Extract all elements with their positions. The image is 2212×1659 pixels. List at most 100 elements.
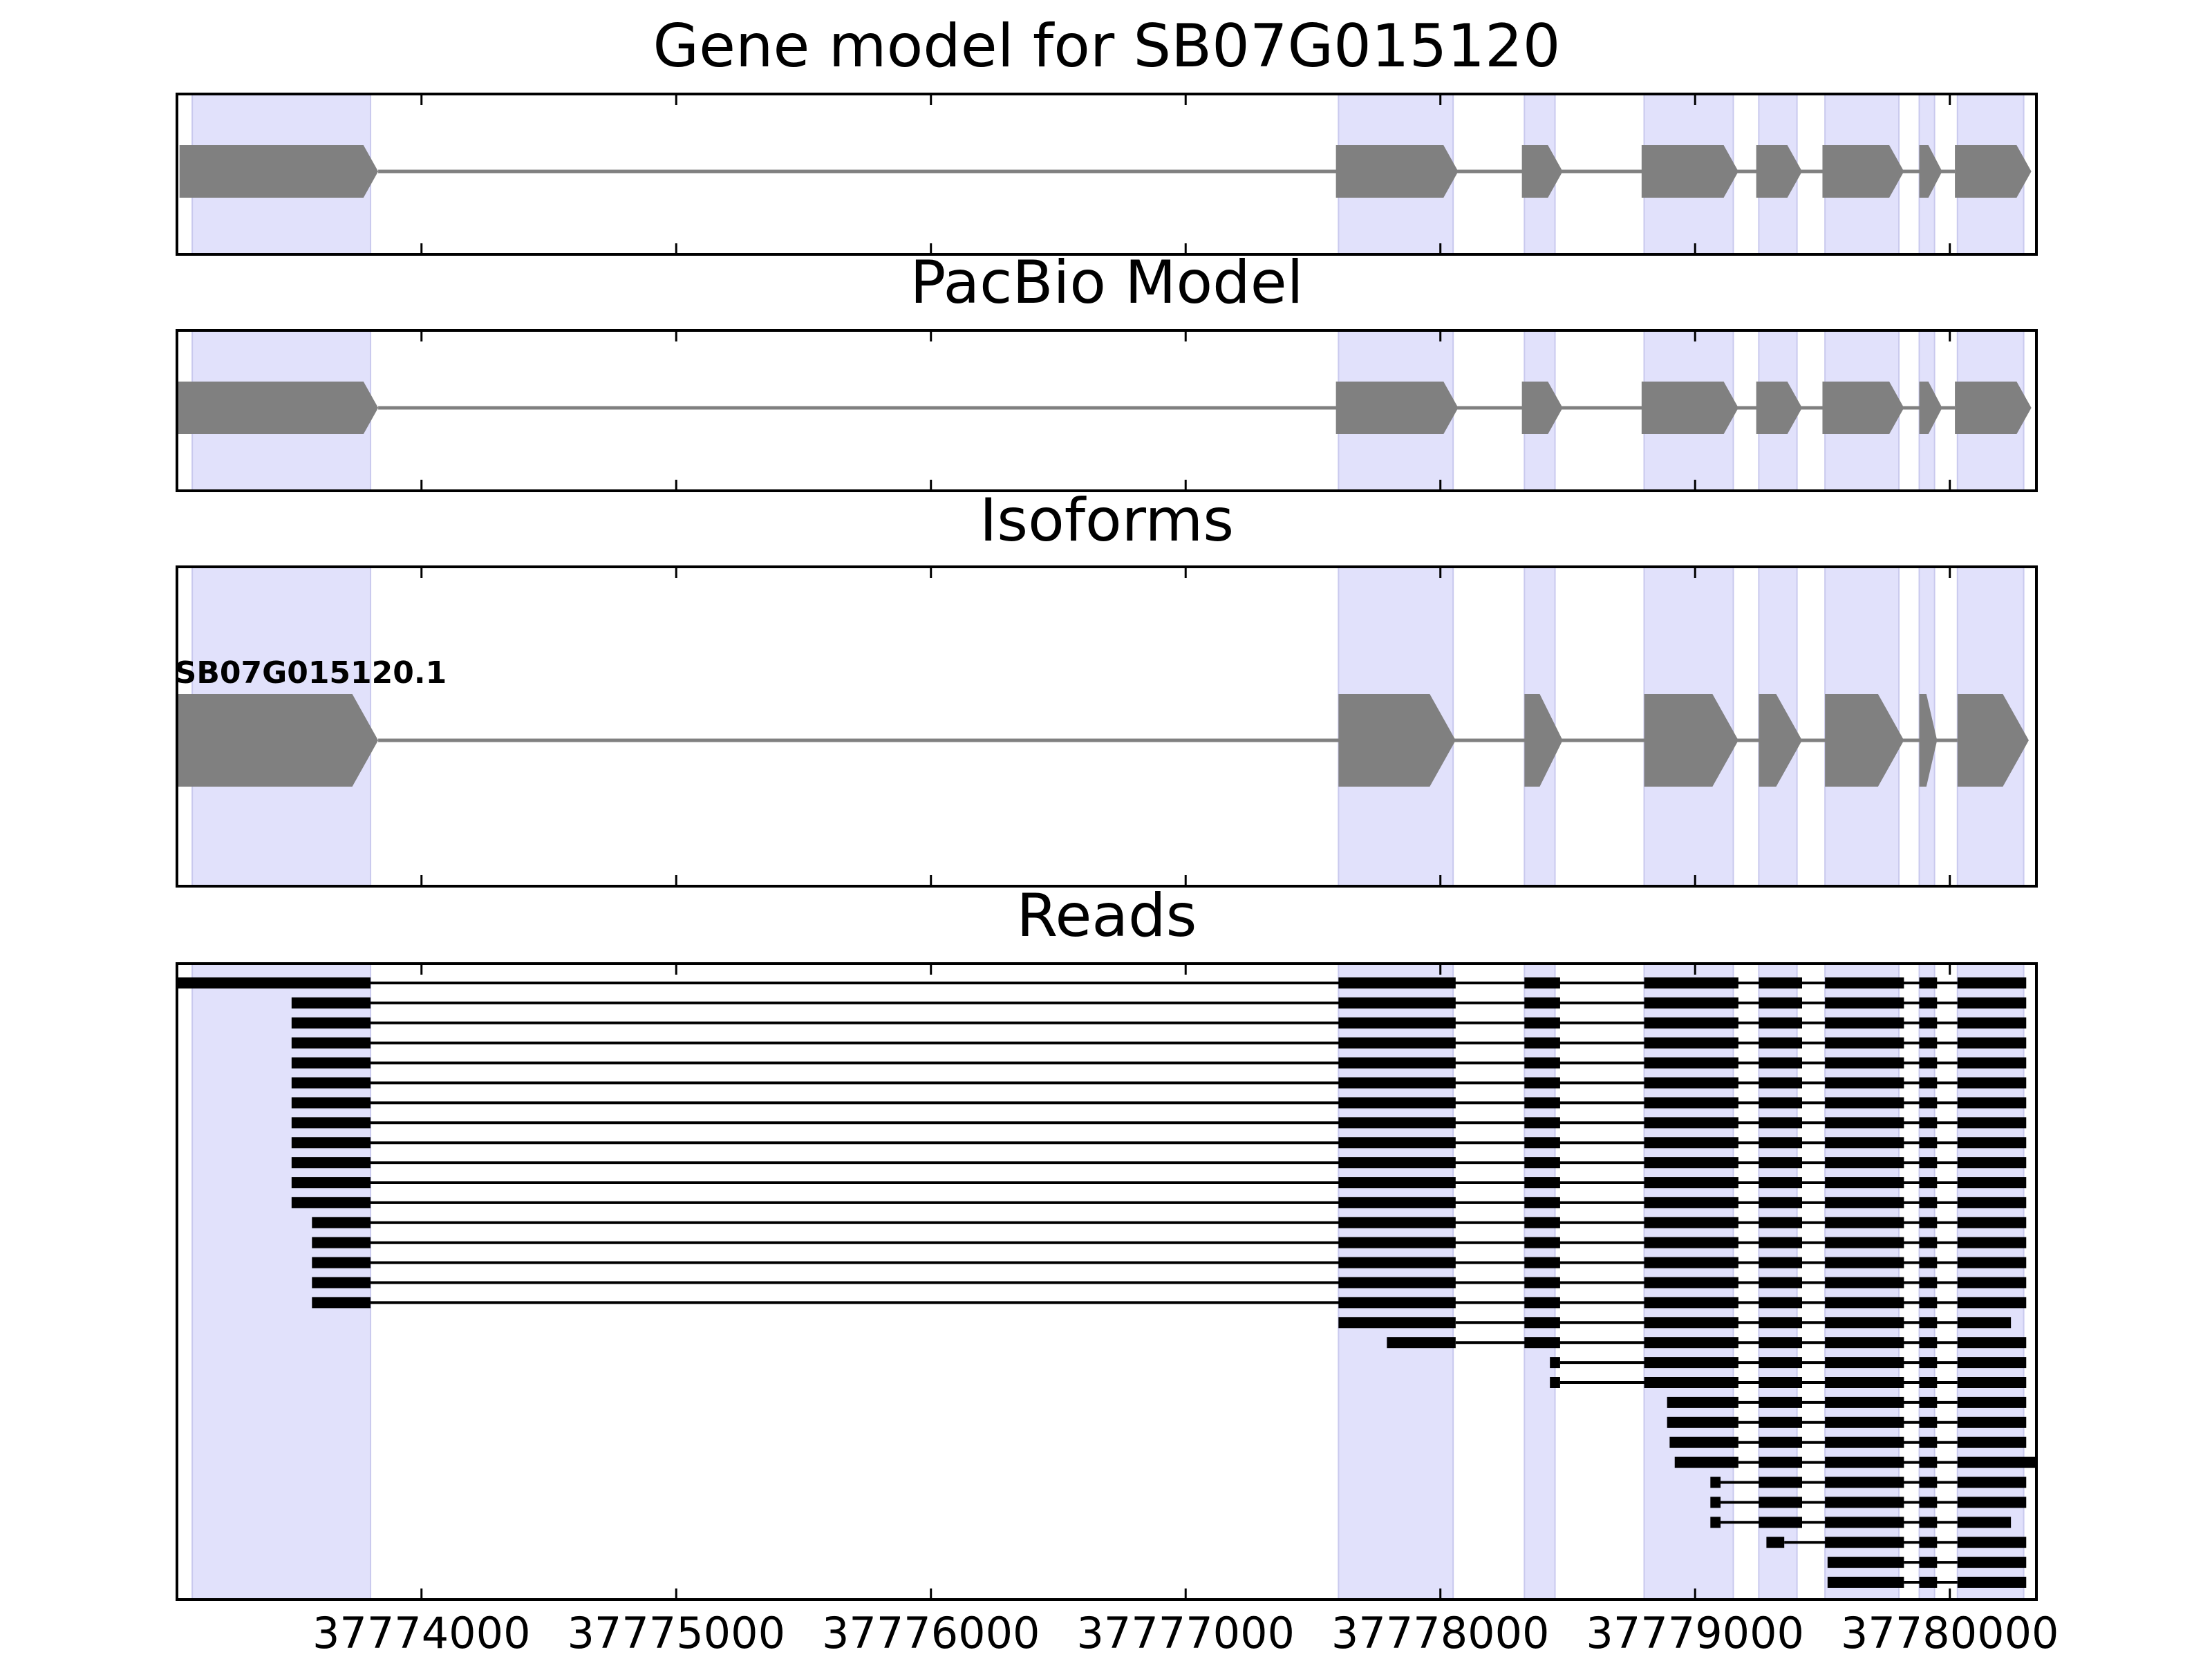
x-tick-label: 37776000 (822, 1608, 1040, 1658)
exon-arrow (1919, 145, 1942, 198)
read-exon (312, 1277, 371, 1288)
read-exon (1919, 1097, 1938, 1109)
read-exon (1825, 1237, 1904, 1248)
read-row (312, 1297, 2027, 1309)
read-row (1667, 1396, 2027, 1408)
read-exon (1957, 1456, 2036, 1468)
read-exon (1644, 1257, 1738, 1268)
read-exon (1825, 1317, 1904, 1329)
exon-arrow (1919, 694, 1938, 787)
read-exon (1919, 1456, 1938, 1468)
exon-arrow (179, 145, 379, 198)
read-exon (1759, 997, 1802, 1009)
axes-frame (176, 93, 2038, 256)
panel-plot-area (177, 330, 2032, 491)
read-row (1766, 1537, 2027, 1548)
read-exon (1669, 1436, 1738, 1448)
read-exon (1759, 1197, 1802, 1208)
read-exon (1644, 1037, 1738, 1049)
read-exon (1957, 1137, 2027, 1149)
read-row (1667, 1416, 2027, 1428)
read-exon (1825, 1217, 1904, 1228)
read-exon (291, 1157, 371, 1169)
read-exon (1919, 1416, 1938, 1428)
read-exon (312, 1217, 371, 1228)
read-exon (1759, 1037, 1802, 1049)
read-row (291, 997, 2027, 1009)
read-exon (1667, 1416, 1738, 1428)
read-exon (1825, 1396, 1904, 1408)
read-exon (1957, 1577, 2027, 1588)
read-exon (1825, 1537, 1904, 1548)
read-exon (1957, 1197, 2027, 1208)
read-exon (1759, 1456, 1802, 1468)
read-exon (1524, 1317, 1560, 1329)
read-exon (1338, 1017, 1456, 1029)
read-exon (1759, 1017, 1802, 1029)
read-exon (1338, 1257, 1456, 1268)
read-exon (1759, 1477, 1802, 1488)
exon-arrow (177, 694, 379, 787)
read-exon (291, 1137, 371, 1149)
read-exon (1524, 1277, 1560, 1288)
read-exon (1759, 1217, 1802, 1228)
read-row (1669, 1436, 2027, 1448)
read-exon (1919, 1517, 1938, 1528)
read-row (1338, 1317, 2012, 1329)
read-exon (1644, 1057, 1738, 1069)
read-exon (1524, 1217, 1560, 1228)
read-exon (1759, 1177, 1802, 1188)
read-exon (1338, 1037, 1456, 1049)
read-exon (1338, 1197, 1456, 1208)
x-tick-label: 37774000 (312, 1608, 531, 1658)
read-row (1710, 1477, 2027, 1488)
read-exon (1825, 1436, 1904, 1448)
read-exon (1759, 1337, 1802, 1349)
read-exon (1338, 1117, 1456, 1129)
read-exon (1524, 1137, 1560, 1149)
read-exon (1387, 1337, 1456, 1349)
read-exon (1825, 1456, 1904, 1468)
read-exon (1338, 1297, 1456, 1309)
read-exon (1338, 1237, 1456, 1248)
read-exon (1957, 1497, 2027, 1508)
read-row (291, 1037, 2027, 1049)
read-exon (177, 977, 371, 988)
exon-arrow (1955, 382, 2032, 434)
read-exon (1825, 1517, 1904, 1528)
read-exon (1644, 1177, 1738, 1188)
read-exon (1674, 1456, 1738, 1468)
read-exon (1644, 1157, 1738, 1169)
read-exon (1957, 1477, 2027, 1488)
read-exon (1825, 1077, 1904, 1089)
read-exon (1524, 1057, 1560, 1069)
read-exon (1524, 1037, 1560, 1049)
read-exon (1825, 1197, 1904, 1208)
read-exon (1710, 1497, 1721, 1508)
read-exon (1644, 1337, 1738, 1349)
read-exon (312, 1237, 371, 1248)
read-exon (291, 1197, 371, 1208)
read-exon (1825, 977, 1904, 988)
read-exon (1524, 1237, 1560, 1248)
read-exon (1957, 1297, 2027, 1309)
read-exon (1759, 1396, 1802, 1408)
read-exon (1644, 1137, 1738, 1149)
read-exon (1919, 1537, 1938, 1548)
read-exon (1338, 1057, 1456, 1069)
panel-reads-3: Reads (176, 881, 2038, 1601)
panel-title: Isoforms (980, 486, 1234, 555)
read-exon (1338, 997, 1456, 1009)
read-exon (1710, 1477, 1721, 1488)
panel-title: PacBio Model (910, 248, 1303, 317)
read-exon (1524, 1097, 1560, 1109)
panel-model-1: PacBio Model (176, 248, 2038, 492)
panel-title: Gene model for SB07G015120 (653, 12, 1561, 81)
read-exon (1524, 1297, 1560, 1309)
read-exon (1759, 977, 1802, 988)
exon-arrow (1521, 382, 1563, 434)
read-exon (1957, 1277, 2027, 1288)
read-exon (1759, 1057, 1802, 1069)
read-exon (1759, 1517, 1802, 1528)
read-exon (1759, 1277, 1802, 1288)
